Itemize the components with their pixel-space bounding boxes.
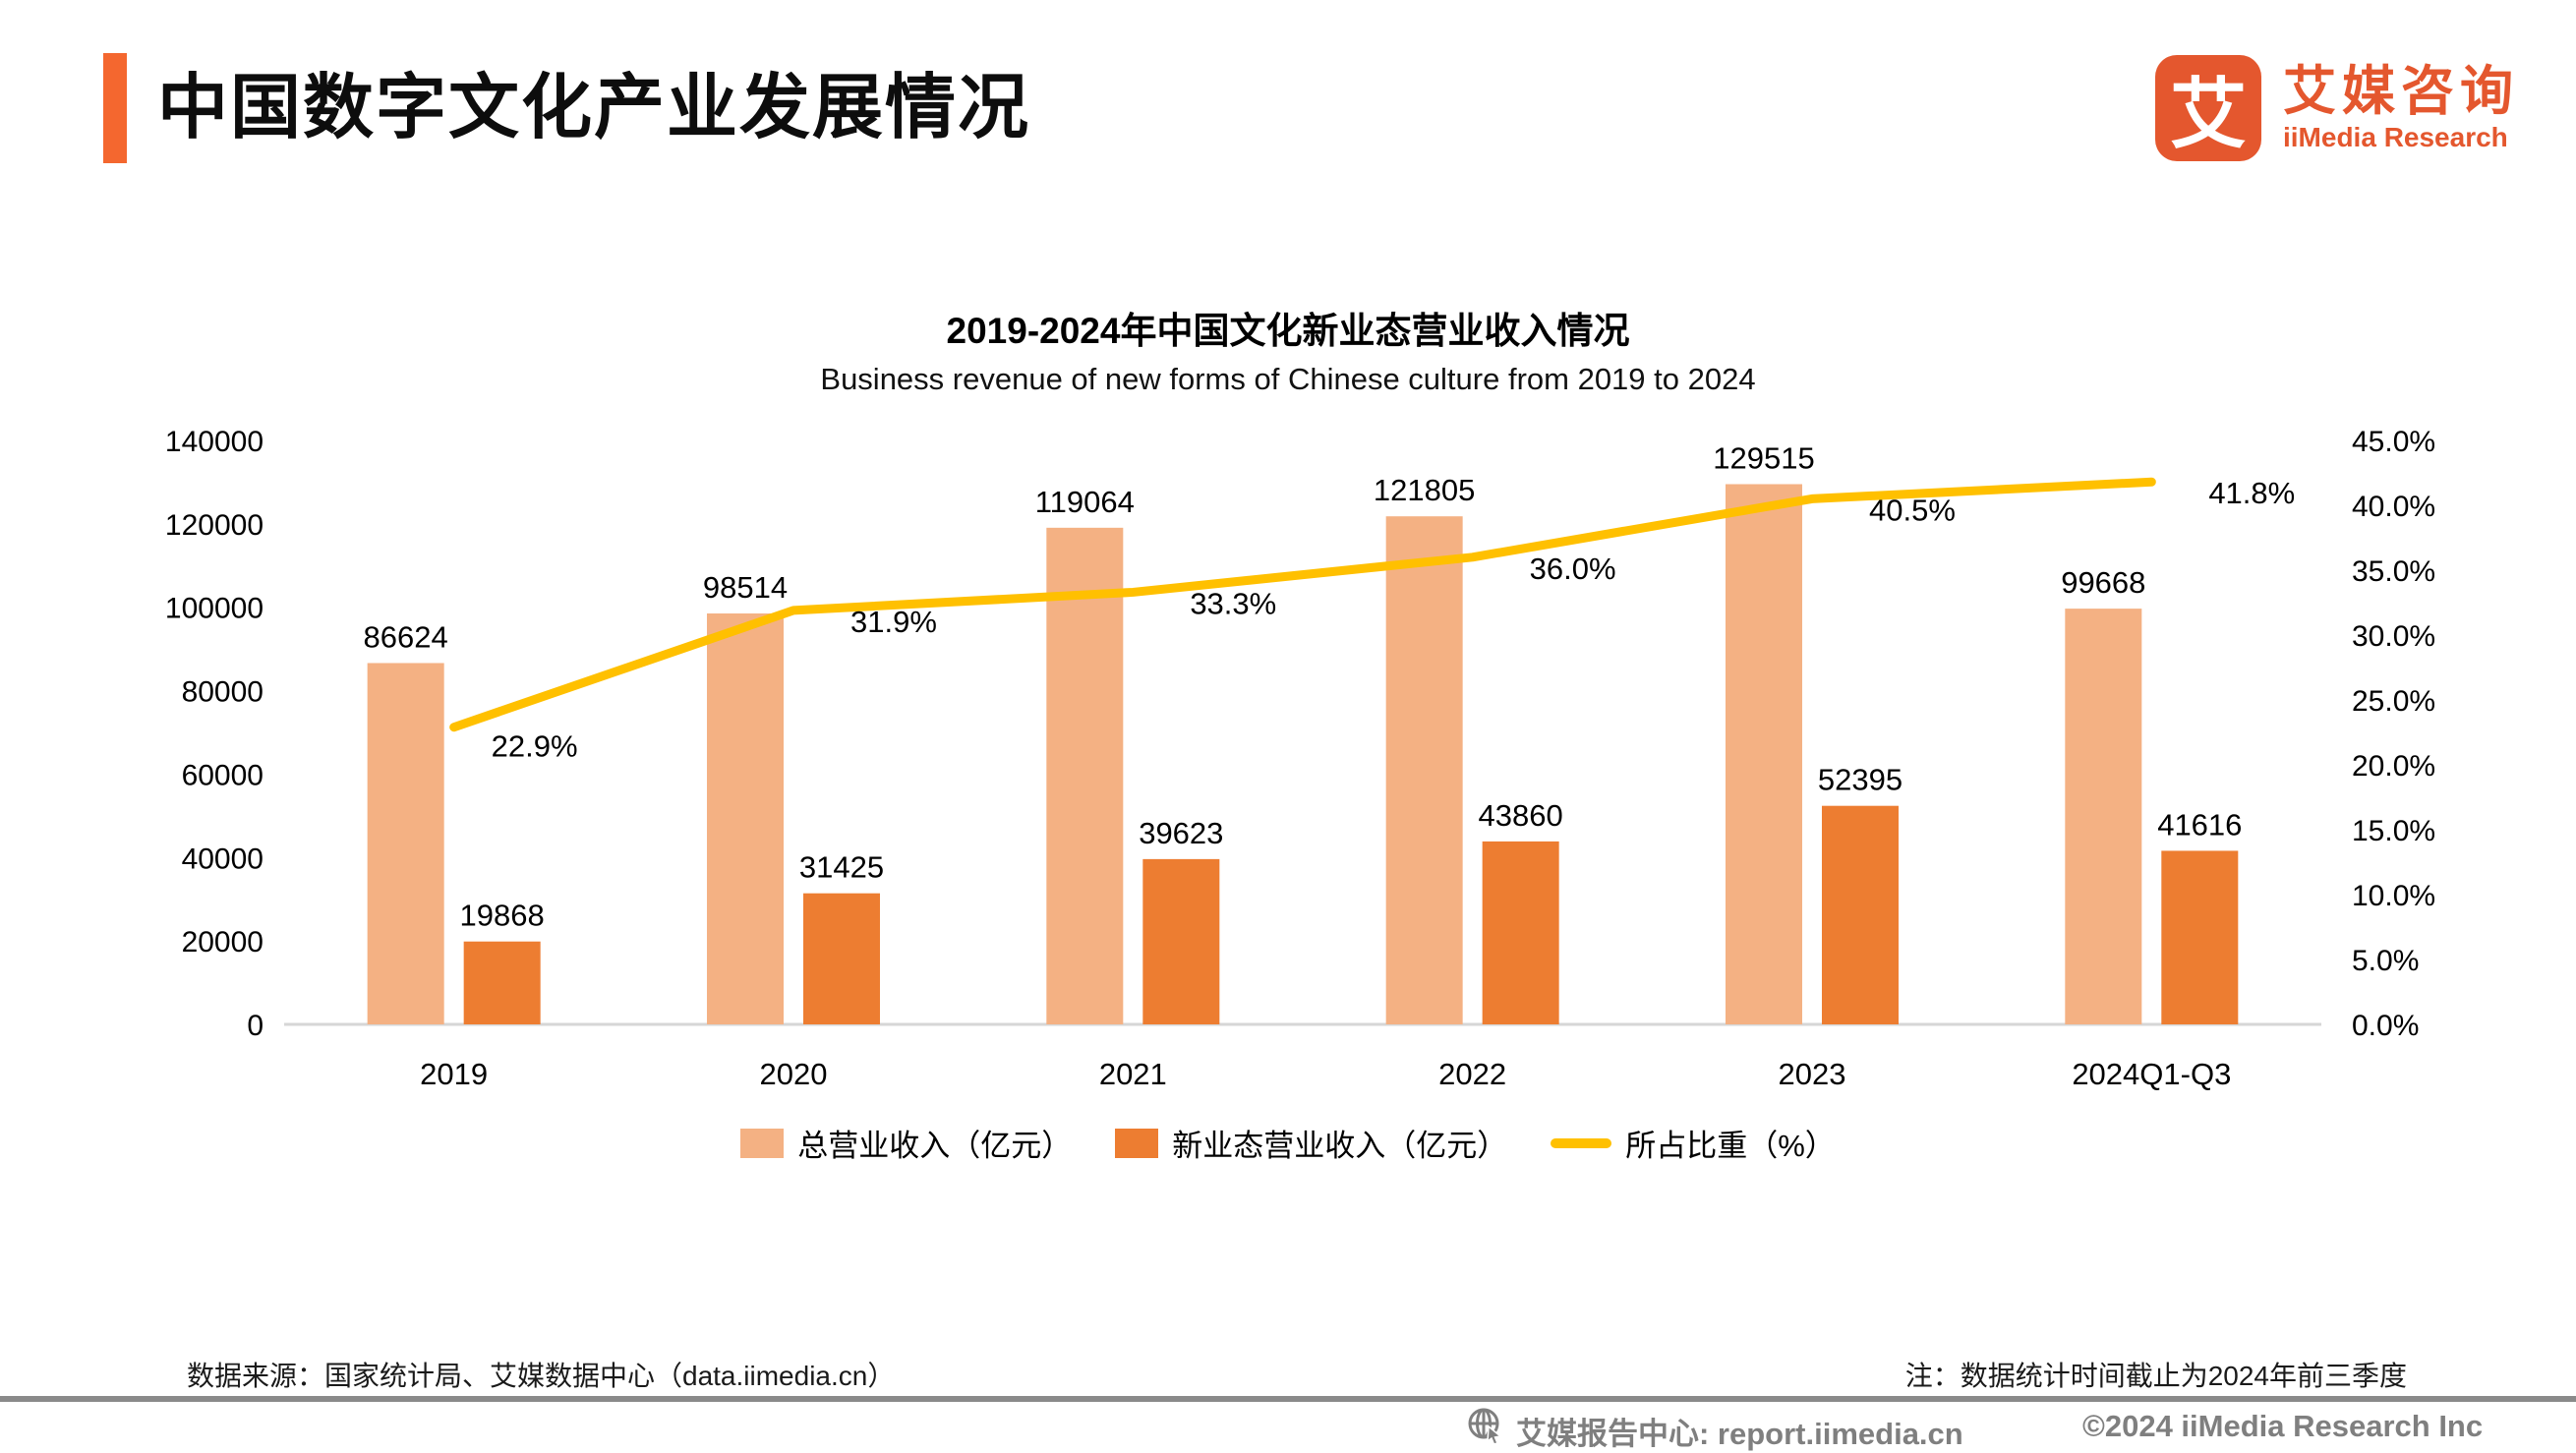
legend-label-ratio: 所占比重（%）	[1625, 1129, 1836, 1163]
y-left-tick: 60000	[182, 759, 263, 791]
bar-value-label: 99668	[2061, 565, 2145, 600]
y-left-tick: 120000	[165, 509, 263, 542]
ratio-line	[449, 477, 2156, 732]
y-right-tick: 35.0%	[2352, 555, 2435, 588]
chart-title: 2019-2024年中国文化新业态营业收入情况	[946, 311, 1630, 351]
bar-total-2024Q1-Q3	[2065, 609, 2142, 1024]
y-right-tick: 30.0%	[2352, 620, 2435, 653]
bar-value-label: 31425	[799, 850, 884, 885]
y-right-tick: 15.0%	[2352, 815, 2435, 847]
y-left-tick: 140000	[165, 426, 263, 458]
legend-item-new-forms-revenue: 新业态营业收入（亿元）	[1115, 1121, 1507, 1165]
x-axis-label: 2022	[1438, 1057, 1506, 1091]
bar-value-label: 129515	[1713, 440, 1814, 475]
bar-total-2019	[367, 663, 444, 1024]
legend-swatch-new-forms-revenue	[1115, 1128, 1159, 1158]
y-right-tick: 25.0%	[2352, 685, 2435, 718]
globe-cursor-icon	[1468, 1408, 1502, 1444]
logo-name-en: iiMedia Research	[2283, 122, 2508, 152]
bar-new-forms-2024Q1-Q3	[2161, 850, 2239, 1024]
legend-swatch-ratio-line	[1551, 1137, 1612, 1148]
bar-new-forms-2020	[802, 893, 880, 1024]
bar-value-label: 52395	[1818, 763, 1903, 797]
logo-text: 艾媒咨询 iiMedia Research	[2283, 55, 2519, 161]
bottom-bar	[0, 1402, 2576, 1449]
bar-total-2020	[706, 613, 784, 1024]
iimedia-logo-icon: 艾	[2155, 55, 2261, 161]
bar-new-forms-2019	[463, 941, 541, 1024]
x-axis-label: 2019	[420, 1057, 488, 1091]
legend-item-ratio: 所占比重（%）	[1551, 1121, 1836, 1165]
x-axis-label: 2021	[1099, 1057, 1167, 1091]
bar-total-2023	[1725, 484, 1802, 1025]
chart-subtitle: Business revenue of new forms of Chinese…	[820, 362, 1756, 396]
ratio-point-label: 31.9%	[850, 605, 937, 639]
bar-value-label: 98514	[703, 570, 788, 605]
y-right-tick: 20.0%	[2352, 750, 2435, 783]
bar-value-label: 19868	[460, 899, 545, 933]
bar-new-forms-2022	[1482, 841, 1559, 1024]
y-right-tick: 10.0%	[2352, 880, 2435, 912]
copyright-text: ©2024 iiMedia Research Inc	[2082, 1409, 2484, 1443]
bottom-divider	[0, 1396, 2576, 1402]
x-axis-label: 2024Q1-Q3	[2072, 1057, 2231, 1091]
bar-total-2022	[1385, 516, 1463, 1024]
legend-item-total-revenue: 总营业收入（亿元）	[740, 1121, 1072, 1165]
ratio-point-label: 40.5%	[1869, 493, 1956, 527]
legend-label-new-forms-revenue: 新业态营业收入（亿元）	[1172, 1129, 1508, 1163]
ratio-point-label: 22.9%	[492, 729, 578, 764]
bar-new-forms-2023	[1821, 805, 1899, 1024]
logo-name-cn: 艾媒咨询	[2283, 62, 2519, 121]
page-title: 中国数字文化产业发展情况	[157, 69, 1031, 147]
bar-new-forms-2021	[1142, 858, 1220, 1024]
bar-value-label: 41616	[2157, 807, 2242, 842]
y-left-tick: 40000	[182, 843, 263, 875]
iimedia-logo: 艾 艾媒咨询 iiMedia Research	[2155, 55, 2519, 161]
report-center-link[interactable]: 艾媒报告中心: report.iimedia.cn	[1516, 1417, 1963, 1451]
legend-swatch-total-revenue	[740, 1128, 785, 1158]
title-accent-bar	[103, 53, 127, 163]
x-axis-label: 2020	[760, 1057, 828, 1091]
bar-value-label: 121805	[1374, 473, 1475, 507]
ratio-point-label: 36.0%	[1530, 552, 1616, 586]
y-right-tick: 45.0%	[2352, 426, 2435, 458]
y-right-tick: 40.0%	[2352, 491, 2435, 523]
y-right-tick: 0.0%	[2352, 1010, 2419, 1042]
bar-value-label: 43860	[1479, 798, 1563, 833]
y-left-tick: 20000	[182, 926, 263, 959]
bar-value-label: 86624	[364, 619, 448, 654]
bar-total-2021	[1046, 527, 1124, 1024]
statistics-cutoff-note: 注：数据统计时间截止为2024年前三季度	[1904, 1361, 2407, 1391]
chart-legend: 总营业收入（亿元） 新业态营业收入（亿元） 所占比重（%）	[0, 1121, 2576, 1165]
x-axis-label: 2023	[1779, 1057, 1846, 1091]
y-right-tick: 5.0%	[2352, 945, 2419, 977]
ratio-point-label: 41.8%	[2208, 476, 2295, 510]
data-source-note: 数据来源：国家统计局、艾媒数据中心（data.iimedia.cn）	[187, 1361, 896, 1391]
bar-value-label: 39623	[1139, 816, 1223, 850]
y-left-tick: 100000	[165, 593, 263, 625]
bar-value-label: 119064	[1035, 485, 1135, 519]
ratio-point-label: 33.3%	[1190, 586, 1276, 620]
y-left-tick: 0	[247, 1010, 263, 1042]
legend-label-total-revenue: 总营业收入（亿元）	[797, 1129, 1073, 1163]
y-left-tick: 80000	[182, 676, 263, 709]
